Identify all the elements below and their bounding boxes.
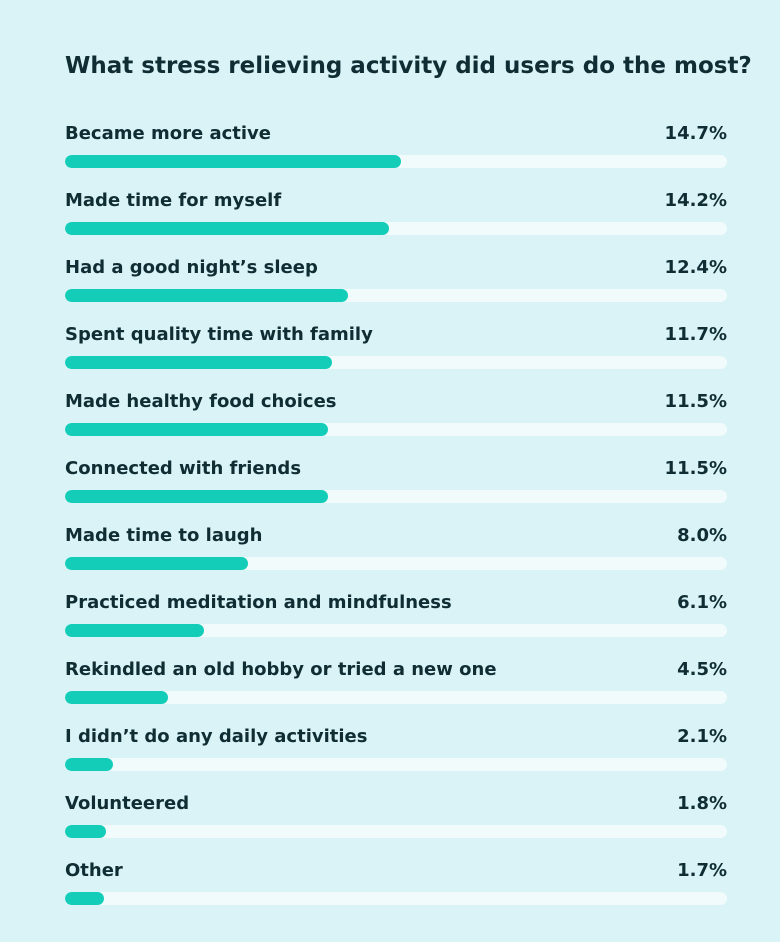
bar-label: Spent quality time with family — [65, 324, 373, 345]
chart-title: What stress relieving activity did users… — [65, 53, 752, 79]
bar-label: Other — [65, 860, 123, 881]
bar-label: Volunteered — [65, 793, 190, 814]
bar-row: Became more active 14.7% — [65, 119, 727, 186]
bar-value-label: 11.5% — [664, 391, 727, 412]
bar-label: Made time for myself — [65, 190, 282, 211]
bar-track — [65, 691, 727, 704]
bar — [65, 758, 113, 771]
bar-label: I didn’t do any daily activities — [65, 726, 368, 747]
bar-track — [65, 423, 727, 436]
bar-row: Made time to laugh 8.0% — [65, 521, 727, 588]
bar-value-label: 1.7% — [677, 860, 727, 881]
bar-track — [65, 222, 727, 235]
bar-track — [65, 624, 727, 637]
bar — [65, 825, 106, 838]
bar-label: Became more active — [65, 123, 271, 144]
bar-track — [65, 155, 727, 168]
bar-track — [65, 356, 727, 369]
bar-track — [65, 758, 727, 771]
bar-value-label: 6.1% — [677, 592, 727, 613]
bar-value-label: 14.7% — [664, 123, 727, 144]
bar-track — [65, 289, 727, 302]
bar-value-label: 14.2% — [664, 190, 727, 211]
bar-row: Made time for myself 14.2% — [65, 186, 727, 253]
bar-value-label: 2.1% — [677, 726, 727, 747]
bar — [65, 222, 389, 235]
bar-value-label: 12.4% — [664, 257, 727, 278]
bar-track — [65, 825, 727, 838]
bar-row: Rekindled an old hobby or tried a new on… — [65, 655, 727, 722]
bar-track — [65, 892, 727, 905]
bar-row: Connected with friends 11.5% — [65, 454, 727, 521]
bar-list: Became more active 14.7% Made time for mys… — [65, 119, 727, 923]
bar-label: Connected with friends — [65, 458, 302, 479]
bar — [65, 490, 328, 503]
bar — [65, 155, 401, 168]
bar-row: Spent quality time with family 11.7% — [65, 320, 727, 387]
bar-row: Volunteered 1.8% — [65, 789, 727, 856]
bar-track — [65, 490, 727, 503]
bar-value-label: 11.7% — [664, 324, 727, 345]
bar — [65, 624, 204, 637]
bar-row: Made healthy food choices 11.5% — [65, 387, 727, 454]
bar-value-label: 8.0% — [677, 525, 727, 546]
bar — [65, 423, 328, 436]
bar — [65, 356, 332, 369]
bar-row: Other 1.7% — [65, 856, 727, 923]
bar-label: Made healthy food choices — [65, 391, 337, 412]
bar-row: Had a good night’s sleep 12.4% — [65, 253, 727, 320]
bar-label: Made time to laugh — [65, 525, 263, 546]
bar-label: Rekindled an old hobby or tried a new on… — [65, 659, 497, 680]
bar — [65, 691, 168, 704]
bar — [65, 557, 248, 570]
bar-value-label: 11.5% — [664, 458, 727, 479]
bar — [65, 892, 104, 905]
bar-row: I didn’t do any daily activities 2.1% — [65, 722, 727, 789]
bar — [65, 289, 348, 302]
bar-label: Had a good night’s sleep — [65, 257, 318, 278]
bar-row: Practiced meditation and mindfulness 6.1% — [65, 588, 727, 655]
bar-track — [65, 557, 727, 570]
bar-label: Practiced meditation and mindfulness — [65, 592, 452, 613]
bar-value-label: 1.8% — [677, 793, 727, 814]
bar-value-label: 4.5% — [677, 659, 727, 680]
